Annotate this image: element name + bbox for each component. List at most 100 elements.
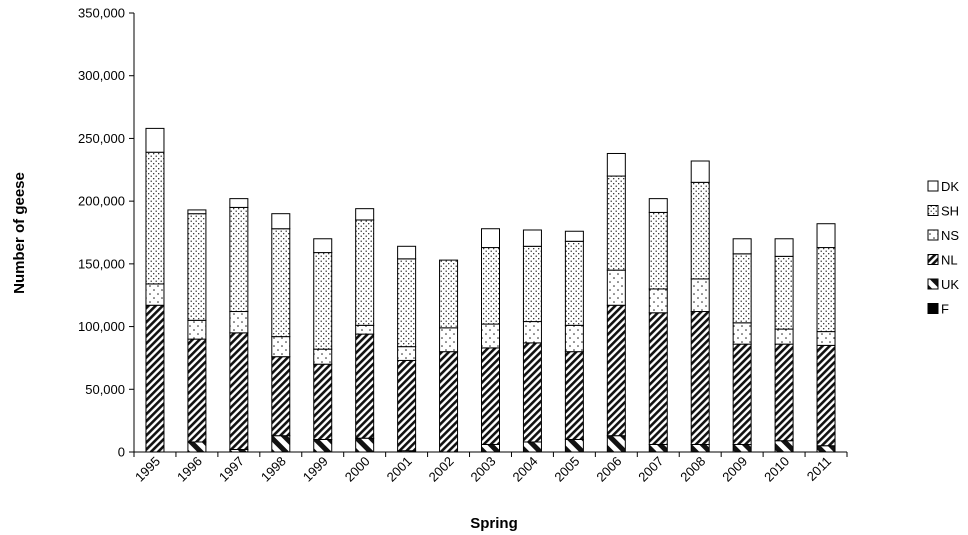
bar-sh-2008 [690, 181, 710, 280]
bar-nl-1995 [145, 304, 165, 453]
bar-stack-2004 [522, 229, 542, 453]
bar-uk-1998 [271, 435, 291, 453]
bar-ns-2004 [522, 321, 542, 344]
bar-ns-2010 [774, 328, 794, 345]
legend-label-dk: DK [941, 179, 959, 194]
legend-label-nl: NL [941, 253, 958, 268]
x-tick-label: 2008 [677, 454, 708, 485]
bar-stack-2005 [564, 230, 584, 453]
bar-dk-2010 [774, 238, 794, 257]
bar-nl-1998 [271, 356, 291, 437]
bar-dk-2008 [690, 160, 710, 183]
bar-uk-2003 [481, 443, 500, 453]
bar-ns-2008 [690, 278, 710, 313]
bar-sh-1995 [145, 151, 165, 285]
bar-stack-2001 [397, 245, 417, 453]
bar-ns-2000 [355, 324, 375, 335]
bar-sh-2001 [397, 258, 417, 348]
legend-swatch-uk [927, 278, 939, 290]
bar-uk-2004 [522, 441, 542, 453]
y-tick-label: 200,000 [78, 194, 125, 209]
bar-uk-2011 [816, 445, 836, 453]
bar-nl-2011 [816, 344, 836, 447]
legend-label-uk: UK [941, 277, 959, 292]
bar-sh-1997 [229, 206, 249, 313]
bar-stack-1998 [271, 213, 291, 453]
legend-label-ns: NS [941, 228, 959, 243]
bar-ns-1995 [145, 283, 165, 306]
x-tick-label: 2006 [593, 454, 624, 485]
bar-stack-1999 [313, 238, 333, 453]
bar-dk-1995 [145, 127, 165, 153]
plot-area [145, 127, 836, 453]
bar-sh-2005 [564, 240, 584, 326]
bar-nl-2007 [648, 312, 668, 445]
x-tick-label: 1998 [258, 454, 289, 485]
bar-ns-2009 [732, 322, 752, 345]
x-tick-label: 2009 [719, 454, 750, 485]
y-tick-label: 0 [118, 445, 125, 460]
y-tick-label: 300,000 [78, 68, 125, 83]
bar-nl-2008 [690, 311, 710, 445]
legend-swatch-f [927, 303, 939, 314]
bar-sh-2004 [522, 245, 542, 323]
bar-stack-2008 [690, 160, 710, 453]
bar-uk-2000 [355, 437, 375, 453]
bar-sh-1998 [271, 228, 291, 338]
y-tick-label: 350,000 [78, 6, 125, 21]
bar-ns-1997 [229, 311, 249, 334]
bar-dk-2004 [522, 229, 542, 247]
bar-dk-2009 [732, 238, 752, 255]
x-tick-label: 2003 [468, 454, 499, 485]
x-tick-label: 2002 [426, 454, 457, 485]
legend: DK SH NS NL UK F [927, 179, 959, 317]
bar-dk-2006 [606, 152, 626, 177]
x-tick-label: 2005 [551, 454, 582, 485]
bar-sh-2009 [732, 253, 752, 324]
bar-stack-2011 [816, 223, 836, 453]
bar-ns-2011 [816, 331, 836, 346]
bar-nl-2001 [397, 359, 417, 452]
bar-dk-2000 [355, 208, 375, 221]
x-tick-label: 2004 [510, 454, 541, 485]
legend-label-f: F [941, 302, 949, 317]
y-tick-label: 250,000 [78, 131, 125, 146]
bar-nl-2009 [732, 343, 752, 445]
legend-swatch-ns [927, 229, 939, 241]
bar-nl-1997 [229, 332, 249, 450]
bar-ns-2003 [481, 323, 500, 349]
bar-sh-1999 [313, 252, 333, 350]
x-tick-label: 2000 [342, 454, 373, 485]
x-tick-label: 1995 [132, 454, 163, 485]
bar-ns-2002 [439, 327, 459, 353]
x-axis: 1995 1996 1997 1998 1999 2000 2001 2002 2003 2004… [132, 451, 848, 485]
x-axis-title: Spring [470, 515, 518, 532]
bar-nl-2000 [355, 333, 375, 439]
bar-stack-2003 [481, 228, 500, 453]
x-tick-label: 2010 [761, 454, 792, 485]
legend-swatch-nl [927, 254, 939, 265]
bar-uk-2008 [690, 443, 710, 453]
bar-nl-2006 [606, 304, 626, 437]
bar-sh-2007 [648, 211, 668, 290]
bar-stack-1997 [229, 198, 249, 453]
bar-stack-2010 [774, 238, 794, 453]
bar-stack-2000 [355, 208, 375, 453]
bar-stack-2006 [606, 152, 626, 453]
legend-label-sh: SH [941, 204, 959, 219]
bar-stack-2002 [439, 259, 459, 453]
y-tick-label: 150,000 [78, 256, 125, 271]
x-tick-label: 1996 [174, 454, 205, 485]
x-tick-label: 1997 [216, 454, 247, 485]
legend-swatch-dk [927, 180, 939, 192]
y-axis-title: Number of geese [11, 172, 28, 294]
bar-sh-2006 [606, 175, 626, 271]
bar-sh-2011 [816, 247, 836, 333]
bar-dk-2003 [481, 228, 500, 249]
bar-ns-2005 [564, 324, 584, 353]
bar-sh-2003 [481, 247, 500, 325]
bar-stack-1995 [145, 127, 165, 453]
bar-stack-2007 [648, 198, 668, 453]
bar-stack-2009 [732, 238, 752, 453]
